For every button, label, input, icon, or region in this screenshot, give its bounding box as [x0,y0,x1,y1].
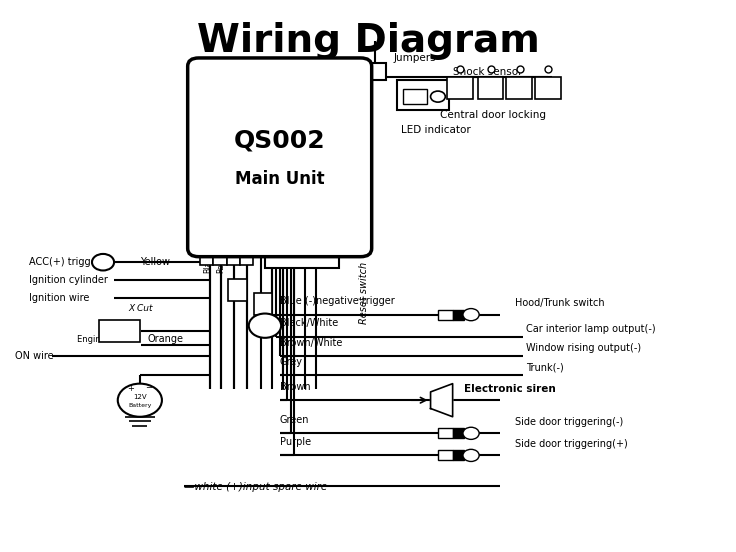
Bar [447,77,473,99]
Text: D<: D< [353,120,373,134]
Text: 12V: 12V [133,395,146,400]
Text: Central door locking: Central door locking [440,110,546,120]
Text: 10A
red: 10A red [232,284,244,295]
Text: Black/White: Black/White [280,319,338,328]
Text: Jumpers: Jumpers [394,53,436,63]
Text: Engine cut off: Engine cut off [77,335,136,344]
Bar [364,63,386,80]
Bar [438,428,453,438]
Text: Battery: Battery [128,403,152,408]
Circle shape [249,314,281,338]
Bar [403,89,427,104]
Text: Side door triggering(+): Side door triggering(+) [515,439,628,449]
Text: Trunk(-): Trunk(-) [526,363,564,373]
Text: Electronic siren: Electronic siren [464,384,556,394]
Bar [438,450,453,460]
Text: Shock sensor: Shock sensor [453,67,522,77]
Text: +: + [127,384,135,392]
Text: —white (+)input spare wire: —white (+)input spare wire [184,482,328,492]
Text: Green: Green [280,415,309,425]
Bar [397,80,449,110]
Bar [227,251,240,265]
Text: Black: Black [203,252,212,273]
Bar [453,428,464,438]
Bar [240,251,253,265]
Text: HV Coil: HV Coil [105,327,133,336]
Circle shape [431,91,445,102]
Text: Grey: Grey [280,357,302,367]
Circle shape [118,384,162,417]
Bar [99,320,140,342]
Text: LED indicator: LED indicator [401,125,471,135]
Text: Side door triggering(-): Side door triggering(-) [515,417,623,427]
Text: Orange: Orange [147,335,183,344]
Text: Main Unit: Main Unit [235,171,325,188]
Circle shape [463,449,479,461]
Text: Hood/Trunk switch: Hood/Trunk switch [515,298,605,308]
Text: 15A
blue: 15A blue [257,298,270,309]
Bar [213,251,227,265]
Bar [438,310,453,320]
Bar [453,450,464,460]
Text: Red: Red [216,259,225,273]
Text: Window rising output(-): Window rising output(-) [526,343,641,353]
Text: ACC(+) trigger: ACC(+) trigger [29,257,101,267]
Circle shape [463,309,479,321]
Circle shape [92,254,114,270]
FancyBboxPatch shape [188,58,372,257]
Text: Purple: Purple [280,437,311,447]
Bar [535,77,561,99]
Circle shape [463,427,479,439]
Bar [453,310,464,320]
Text: Yellow: Yellow [140,257,170,267]
Text: Car interior lamp output(-): Car interior lamp output(-) [526,324,656,334]
Text: Blue (-)negative trigger: Blue (-)negative trigger [280,296,394,306]
Text: ON wire: ON wire [15,351,53,361]
Text: Wiring Diagram: Wiring Diagram [197,22,539,60]
Text: −: − [145,384,152,392]
Text: Brown: Brown [280,382,311,392]
Text: X Cut: X Cut [129,304,153,312]
Text: Ignition cylinder: Ignition cylinder [29,275,108,285]
Bar [265,251,339,268]
Text: Ignition wire: Ignition wire [29,293,90,303]
Text: QS002: QS002 [234,129,325,153]
Bar [200,251,213,265]
Text: Reset switch: Reset switch [359,262,369,323]
Text: Brown/White: Brown/White [280,338,342,348]
Bar [506,77,532,99]
Bar [228,279,247,301]
Polygon shape [431,384,453,417]
Bar [254,293,272,315]
Bar [478,77,503,99]
